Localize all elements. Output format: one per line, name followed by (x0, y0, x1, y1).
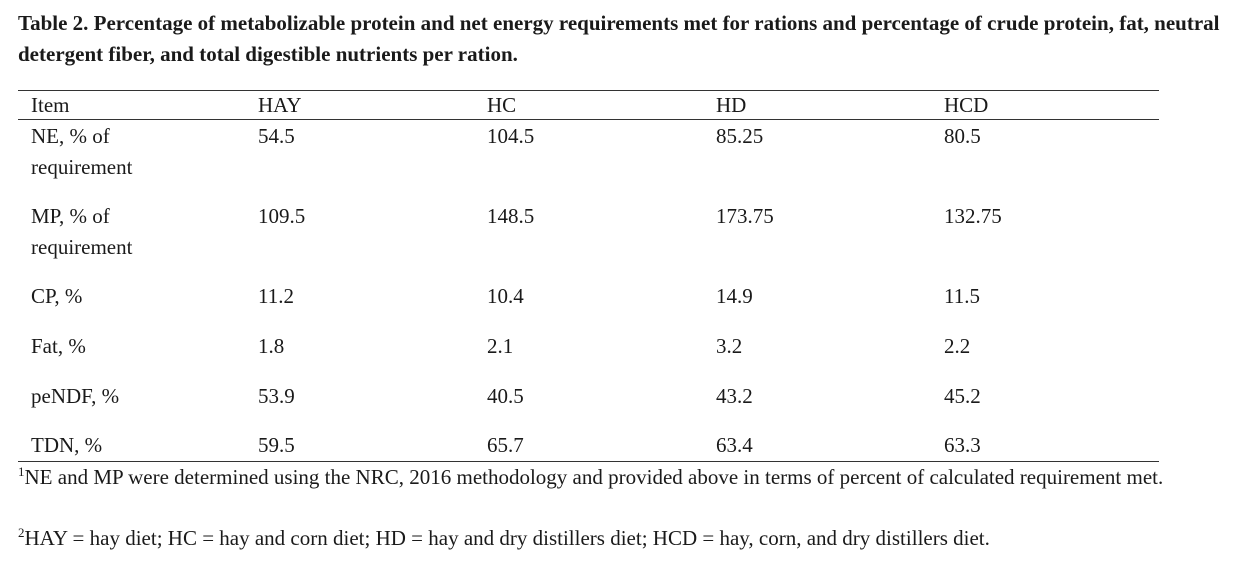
row-label: peNDF, % (31, 384, 120, 408)
cell-hd: 173.75 (716, 204, 774, 228)
cell-hay: 59.5 (258, 433, 295, 457)
footnote-marker: 2 (18, 525, 25, 540)
cell-hay: 109.5 (258, 204, 306, 228)
cell-hc: 148.5 (487, 204, 535, 228)
header-hay: HAY (258, 93, 302, 117)
table-bottom-rule (18, 461, 1159, 462)
cell-hc: 10.4 (487, 284, 524, 308)
cell-hay: 1.8 (258, 334, 285, 358)
footnote-1: 1NE and MP were determined using the NRC… (18, 462, 1218, 492)
cell-hcd: 11.5 (944, 284, 980, 308)
footnote-text: NE and MP were determined using the NRC,… (24, 465, 1164, 489)
cell-hd: 43.2 (716, 384, 753, 408)
header-item: Item (31, 93, 70, 117)
row-label: TDN, % (31, 433, 103, 457)
cell-hd: 85.25 (716, 124, 764, 148)
cell-hay: 53.9 (258, 384, 295, 408)
cell-hc: 65.7 (487, 433, 524, 457)
cell-hay: 54.5 (258, 124, 295, 148)
cell-hcd: 132.75 (944, 204, 1002, 228)
table-top-rule (18, 90, 1159, 91)
cell-hcd: 80.5 (944, 124, 981, 148)
cell-hd: 63.4 (716, 433, 753, 457)
row-label: CP, % (31, 284, 83, 308)
cell-hcd: 63.3 (944, 433, 981, 457)
row-label: Fat, % (31, 334, 86, 358)
footnote-marker: 1 (18, 464, 25, 479)
footnote-2: 2HAY = hay diet; HC = hay and corn diet;… (18, 523, 1218, 553)
cell-hd: 14.9 (716, 284, 753, 308)
header-hd: HD (716, 93, 747, 117)
cell-hc: 2.1 (487, 334, 514, 358)
header-hcd: HCD (944, 93, 989, 117)
cell-hcd: 45.2 (944, 384, 981, 408)
header-hc: HC (487, 93, 517, 117)
cell-hc: 40.5 (487, 384, 524, 408)
table-caption: Table 2. Percentage of metabolizable pro… (18, 11, 1220, 66)
footnote-text: HAY = hay diet; HC = hay and corn diet; … (24, 526, 990, 550)
cell-hay: 11.2 (258, 284, 294, 308)
cell-hcd: 2.2 (944, 334, 971, 358)
row-label: NE, % of requirement (31, 124, 133, 179)
cell-hd: 3.2 (716, 334, 743, 358)
header-rule (18, 119, 1159, 120)
cell-hc: 104.5 (487, 124, 535, 148)
row-label: MP, % of requirement (31, 204, 133, 259)
